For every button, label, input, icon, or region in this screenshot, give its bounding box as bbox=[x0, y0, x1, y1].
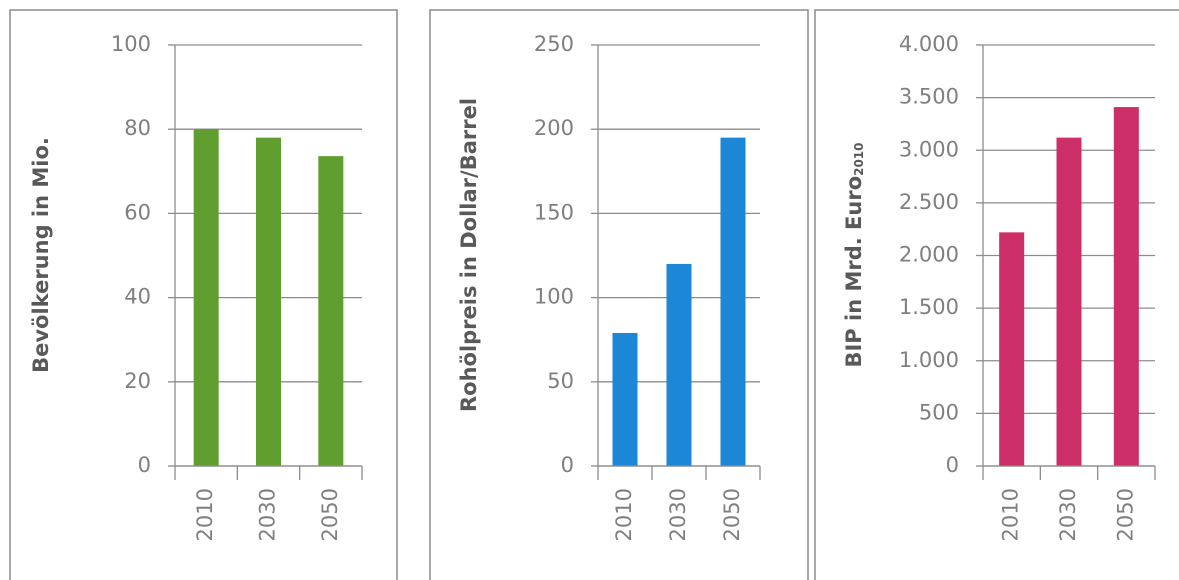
y-tick-label: 200 bbox=[534, 116, 574, 140]
y-tick-label: 50 bbox=[547, 369, 574, 393]
x-tick-label: 2050 bbox=[1113, 488, 1137, 541]
y-tick-label: 80 bbox=[124, 116, 151, 140]
y-tick-label: 150 bbox=[534, 200, 574, 224]
y-tick-label: 1.500 bbox=[899, 295, 959, 319]
y-tick-label: 100 bbox=[111, 32, 151, 56]
x-tick-label: 2030 bbox=[256, 488, 280, 541]
y-axis-label-text: Rohölpreis in Dollar/Barrel bbox=[457, 98, 481, 412]
y-tick-label: 1.000 bbox=[899, 348, 959, 372]
bar bbox=[256, 137, 281, 466]
bar bbox=[1056, 137, 1082, 466]
x-tick-label: 2050 bbox=[720, 488, 744, 541]
x-tick-label: 2010 bbox=[999, 488, 1023, 541]
y-axis-label: BIP in Mrd. Euro2010 bbox=[842, 142, 866, 367]
y-axis-label-subscript: 2010 bbox=[852, 142, 866, 175]
x-tick-label: 2010 bbox=[193, 488, 217, 541]
y-tick-label: 3.000 bbox=[899, 137, 959, 161]
x-tick-label: 2050 bbox=[318, 488, 342, 541]
y-tick-label: 500 bbox=[919, 400, 959, 424]
bar bbox=[1113, 107, 1139, 466]
y-tick-label: 0 bbox=[561, 453, 574, 477]
y-axis-label: Rohölpreis in Dollar/Barrel bbox=[457, 98, 481, 412]
panel bbox=[9, 9, 398, 580]
y-tick-label: 4.000 bbox=[899, 32, 959, 56]
x-tick-label: 2010 bbox=[612, 488, 636, 541]
y-axis-label-text: BIP in Mrd. Euro bbox=[842, 176, 866, 368]
y-tick-label: 40 bbox=[124, 285, 151, 309]
bar bbox=[999, 232, 1025, 466]
bar bbox=[318, 156, 344, 467]
x-tick-label: 2030 bbox=[666, 488, 690, 541]
y-tick-label: 60 bbox=[124, 200, 151, 224]
bar bbox=[193, 129, 219, 466]
y-tick-label: 250 bbox=[534, 32, 574, 56]
bar bbox=[612, 332, 638, 466]
x-tick-label: 2030 bbox=[1056, 488, 1080, 541]
y-tick-label: 2.500 bbox=[899, 190, 959, 214]
panel bbox=[814, 9, 1179, 580]
y-tick-label: 0 bbox=[138, 453, 151, 477]
y-tick-label: 3.500 bbox=[899, 85, 959, 109]
bar bbox=[720, 137, 746, 466]
y-tick-label: 20 bbox=[124, 369, 151, 393]
y-tick-label: 100 bbox=[534, 285, 574, 309]
bar bbox=[666, 263, 692, 466]
y-axis-label: Bevölkerung in Mio. bbox=[29, 137, 53, 373]
y-tick-label: 0 bbox=[946, 453, 959, 477]
y-tick-label: 2.000 bbox=[899, 243, 959, 267]
y-axis-label-text: Bevölkerung in Mio. bbox=[29, 137, 53, 373]
panel bbox=[429, 9, 809, 580]
